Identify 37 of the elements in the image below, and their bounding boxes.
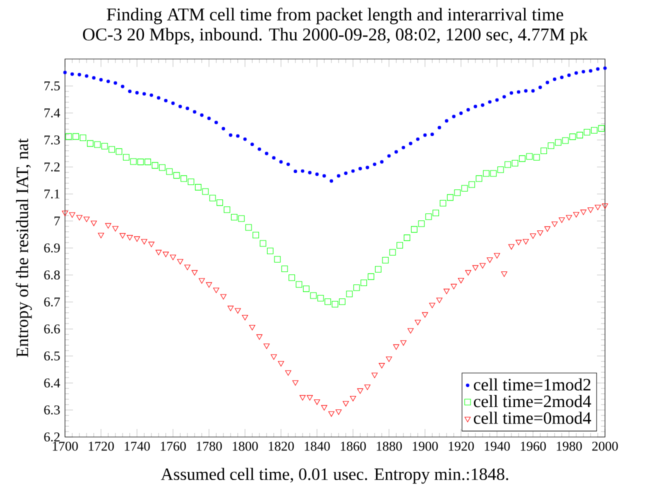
y-tick-label: 7.4 [44,108,60,118]
y-tick-label: 6.7 [44,297,60,307]
legend-label: cell time=1mod2 [474,378,590,391]
y-tick-label: 6.8 [44,270,60,280]
y-tick-label: 6.2 [44,432,60,442]
x-tick-label: 1720 [88,442,114,451]
y-tick-label: 6.9 [44,243,60,253]
y-tick-label: 6.4 [44,378,60,388]
x-axis-title: Assumed cell time, 0.01 usec. Entropy min.:1848. [160,468,508,484]
x-tick-label: 1800 [232,442,258,451]
y-tick-label: 7.5 [44,82,60,90]
y-tick-label: 6.6 [44,324,60,334]
x-tick-label: 1860 [340,442,366,451]
x-tick-label: 1920 [448,442,474,451]
x-tick-label: 1780 [196,442,222,451]
y-axis-title: Entropy of the residual IAT, nat [16,138,32,358]
legend-label: cell time=0mod4 [474,412,592,424]
chart-title: Finding ATM cell time from packet length and interarrival time [106,8,564,24]
legend-label: cell time=2mod4 [474,395,592,408]
x-tick-label: 1820 [268,442,294,451]
x-tick-label: 1940 [484,442,510,451]
x-tick-label: 1900 [412,442,438,451]
y-tick-label: 6.5 [44,351,60,361]
x-tick-label: 1880 [376,442,402,451]
y-tick-label: 7 [54,216,60,226]
x-tick-label: 1700 [52,442,78,451]
x-tick-label: 1740 [124,442,150,451]
x-tick-label: 1980 [556,442,582,451]
x-tick-label: 1840 [304,442,330,451]
x-tick-label: 1760 [160,442,186,451]
x-tick-label: 2000 [592,442,618,451]
y-tick-label: 7.2 [44,162,60,172]
y-tick-label: 7.1 [44,190,60,198]
chart-subtitle: OC-3 20 Mbps, inbound. Thu 2000-09-28, 08:02, 1200 sec, 4.77M pk [82,28,588,44]
y-tick-label: 6.3 [44,405,60,415]
y-tick-label: 7.3 [44,135,60,145]
x-tick-label: 1960 [520,442,546,451]
